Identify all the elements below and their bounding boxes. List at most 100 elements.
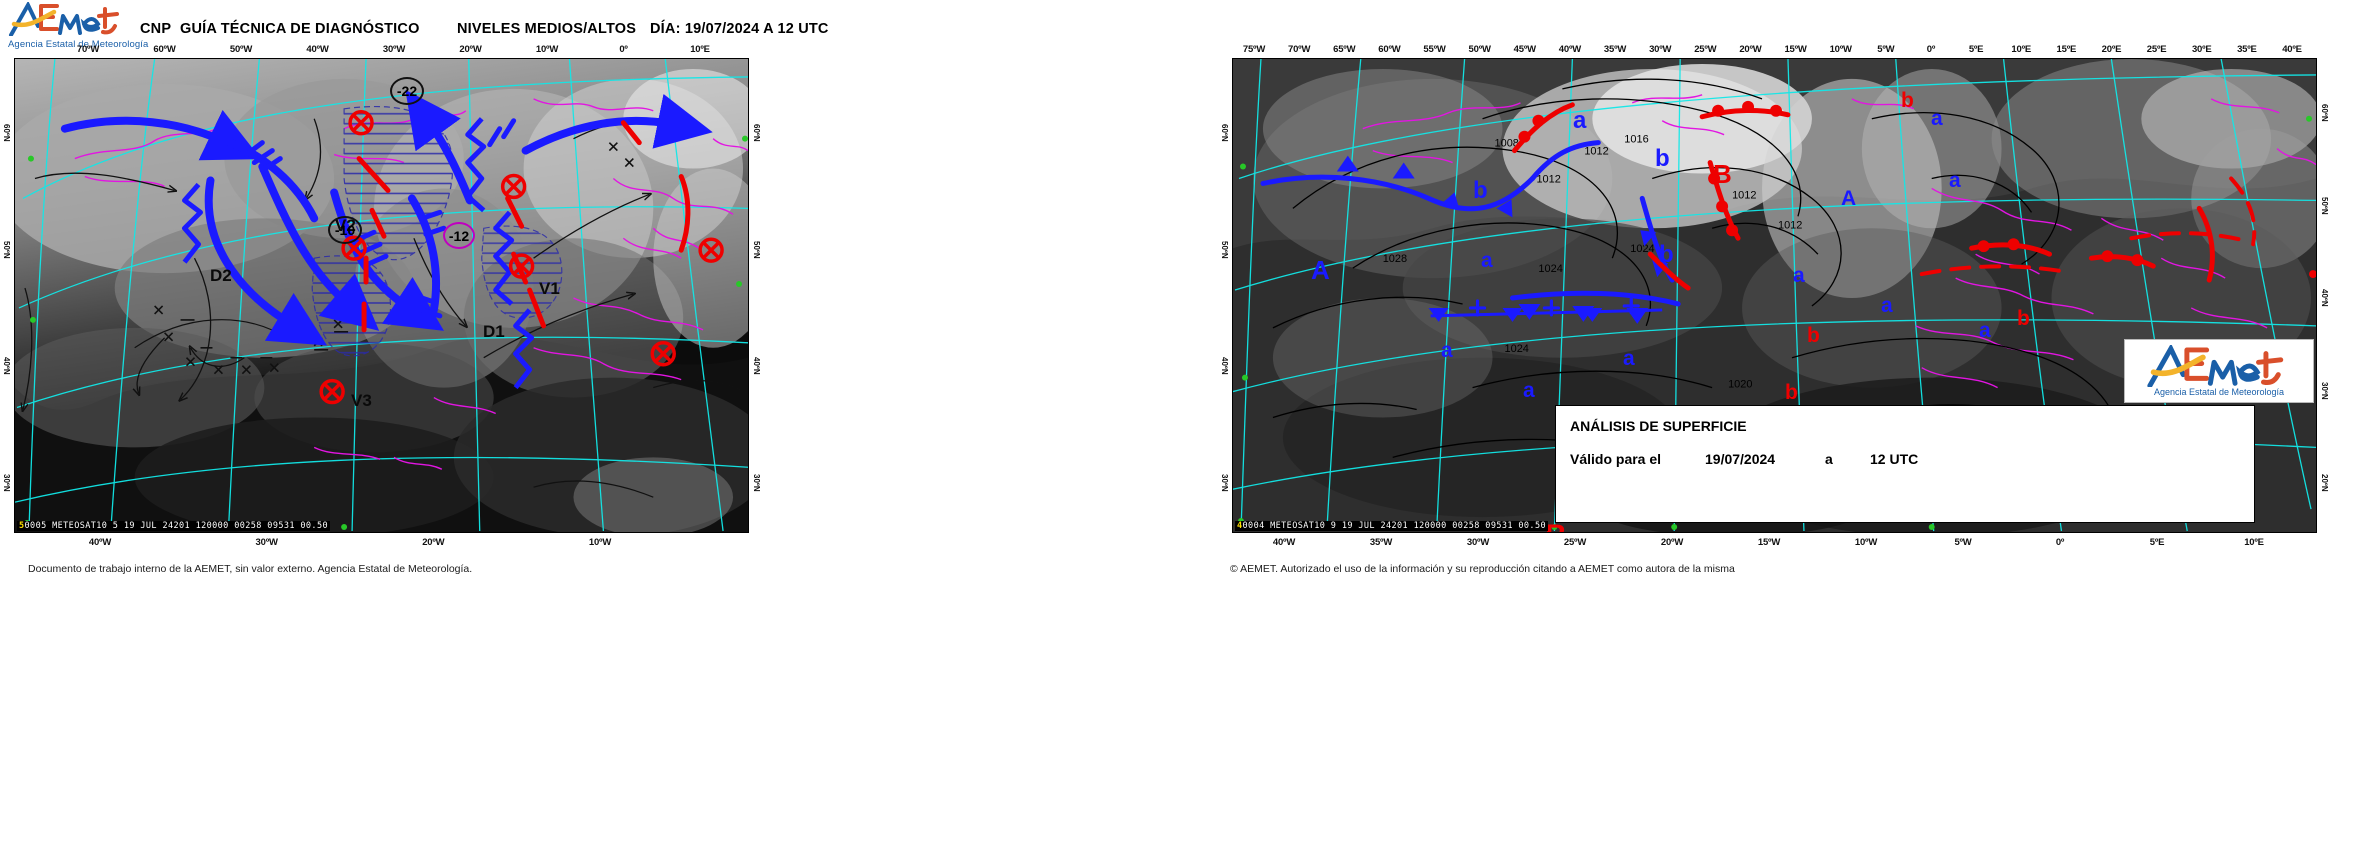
legend-separator: a: [1825, 451, 1833, 467]
right-top-tick-8: 35ºW: [1603, 44, 1627, 55]
low-centre-b-7: b: [2017, 307, 2030, 330]
left-right-tick-1: 50ºN: [752, 240, 761, 259]
left-satellite-info-strip: 50005 METEOSAT10 5 19 JUL 24201 120000 0…: [17, 521, 330, 531]
right-bottom-tick-0: 40ºW: [1272, 537, 1296, 548]
right-top-tick-1: 70ºW: [1288, 44, 1311, 55]
temperature-label-minus22: -22: [390, 77, 424, 105]
svg-text:1012: 1012: [1732, 189, 1756, 201]
trough-label-d2: D2: [210, 266, 232, 285]
low-centre-b-red: B: [1713, 159, 1732, 189]
svg-text:1012: 1012: [1778, 219, 1802, 231]
left-right-tick-3: 30ºN: [752, 474, 761, 492]
left-top-tick-4: 30ºW: [382, 44, 406, 55]
left-panel-bottom-axis: 40ºW 30ºW 20ºW 10ºW: [0, 537, 790, 553]
left-top-tick-8: 10ºE: [690, 44, 710, 55]
left-bottom-tick-3: 10ºW: [588, 537, 612, 548]
svg-text:1028: 1028: [1383, 253, 1407, 265]
right-top-tick-23: 40ºE: [2282, 44, 2302, 55]
right-bottom-tick-9: 5ºE: [2149, 537, 2165, 548]
right-top-tick-3: 60ºW: [1378, 44, 1401, 55]
right-panel-aemet-logo: Agencia Estatal de Meteorología: [2124, 339, 2314, 403]
right-top-tick-10: 25ºW: [1694, 44, 1717, 55]
svg-text:1012: 1012: [1536, 173, 1560, 185]
temperature-label-minus10: -10: [328, 216, 362, 244]
right-top-tick-12: 15ºW: [1784, 44, 1807, 55]
right-panel: 75ºW 70ºW 65ºW 60ºW 55ºW 50ºW 45ºW 40ºW 35ºW 30ºW…: [1164, 44, 2354, 834]
left-top-tick-2: 50ºW: [229, 44, 253, 55]
left-left-tick-0: 60ºN: [2, 124, 11, 142]
right-top-tick-16: 5ºE: [1968, 44, 1984, 55]
right-left-tick-2: 40ºN: [1220, 357, 1229, 375]
legend-validity-row: Válido para el 19/07/2024 a 12 UTC: [1570, 451, 2240, 467]
low-centre-b-2: b: [1655, 145, 1670, 172]
low-centre-a-6: a: [1793, 264, 1805, 287]
left-footnote: Documento de trabajo interno de la AEMET…: [28, 563, 473, 575]
right-top-tick-9: 30ºW: [1649, 44, 1672, 55]
left-top-tick-0: 70ºW: [76, 44, 100, 55]
low-centre-a-7: a: [1881, 294, 1893, 317]
right-top-tick-22: 35ºE: [2237, 44, 2257, 55]
temperature-label-minus12: -12: [443, 222, 475, 249]
legend-date: 19/07/2024: [1705, 451, 1776, 467]
left-top-tick-6: 10ºW: [535, 44, 559, 55]
legend-valid-label: Válido para el: [1570, 451, 1662, 467]
trough-label-d1: D1: [483, 322, 505, 341]
left-satellite-graphics: [15, 59, 748, 532]
aemet-logo-mark: [9, 0, 119, 37]
left-bottom-tick-0: 40ºW: [88, 537, 112, 548]
left-bottom-tick-2: 20ºW: [422, 537, 445, 548]
legend-title: ANÁLISIS DE SUPERFICIE: [1570, 418, 1747, 434]
left-top-tick-3: 40ºW: [306, 44, 329, 55]
right-bottom-tick-4: 20ºW: [1660, 537, 1684, 548]
right-bottom-tick-10: 10ºE: [2244, 537, 2264, 548]
right-logo-subtitle: Agencia Estatal de Meteorología: [2153, 387, 2285, 397]
low-centre-a-10: a: [1931, 107, 1943, 130]
right-bottom-tick-6: 10ºW: [1854, 537, 1878, 548]
left-left-tick-1: 50ºN: [2, 240, 11, 259]
left-panel-top-axis: 70ºW 60ºW 50ºW 40ºW 30ºW 20ºW 10ºW 0º 10ºE: [0, 44, 790, 60]
left-top-tick-1: 60ºW: [153, 44, 176, 55]
right-top-tick-21: 30ºE: [2191, 44, 2212, 55]
svg-text:1024: 1024: [1630, 243, 1654, 255]
low-centre-a-9: a: [1949, 169, 1961, 192]
svg-text:1012: 1012: [1584, 146, 1608, 158]
left-satinfo-text: 0005 METEOSAT10 5 19 JUL 24201 120000 00…: [24, 521, 328, 531]
svg-text:1016: 1016: [1624, 134, 1648, 146]
low-centre-a-8: a: [1979, 319, 1991, 342]
header-levels: NIVELES MEDIOS/ALTOS: [457, 21, 637, 37]
low-centre-b-3: b: [1659, 241, 1674, 268]
right-bottom-tick-1: 35ºW: [1369, 537, 1393, 548]
right-footnote: © AEMET. Autorizado el uso de la informa…: [1230, 563, 1735, 575]
right-satellite-info-strip: 40004 METEOSAT10 9 19 JUL 24201 120000 0…: [1235, 521, 1548, 531]
right-satinfo-lead: 4: [1237, 521, 1243, 531]
low-centre-a-4: a: [1623, 347, 1635, 370]
right-top-tick-13: 10ºW: [1829, 44, 1852, 55]
right-top-tick-2: 65ºW: [1333, 44, 1356, 55]
vortex-label-v3: V3: [351, 391, 372, 410]
right-right-tick-4: 20ºN: [2320, 474, 2329, 492]
right-satellite-image[interactable]: 1008 1012 1016 1012 1012 1012 1028 1024 …: [1232, 58, 2317, 533]
left-top-tick-7: 0º: [619, 44, 628, 55]
right-right-tick-3: 30ºN: [2320, 381, 2329, 400]
right-top-tick-17: 10ºE: [2011, 44, 2031, 55]
legend-time: 12 UTC: [1870, 451, 1919, 467]
left-satellite-image[interactable]: D2 D1 V1 V2 V3 -22 -10 -12 50005 METEOSA…: [14, 58, 749, 533]
right-right-tick-2: 40ºN: [2320, 289, 2329, 307]
svg-text:1020: 1020: [1728, 379, 1752, 391]
aemet-logo-subtitle: Agencia Estatal de Meteorología: [8, 39, 149, 50]
right-bottom-tick-8: 0º: [2055, 537, 2065, 548]
header-org: CNP: [140, 21, 172, 37]
low-centre-b-1: b: [1473, 177, 1488, 204]
right-bottom-tick-2: 30ºW: [1466, 537, 1490, 548]
right-top-tick-6: 45ºW: [1513, 44, 1536, 55]
high-centre-a-2: A: [1841, 187, 1857, 210]
svg-text:1008: 1008: [1495, 138, 1519, 150]
right-bottom-tick-7: 5ºW: [1954, 537, 1972, 548]
left-bottom-tick-1: 30ºW: [255, 537, 278, 548]
right-top-tick-19: 20ºE: [2101, 44, 2122, 55]
right-bottom-tick-5: 15ºW: [1757, 537, 1781, 548]
right-satinfo-text: 0004 METEOSAT10 9 19 JUL 24201 120000 00…: [1242, 521, 1546, 531]
right-top-tick-11: 20ºW: [1739, 44, 1762, 55]
right-top-tick-20: 25ºE: [2146, 44, 2167, 55]
